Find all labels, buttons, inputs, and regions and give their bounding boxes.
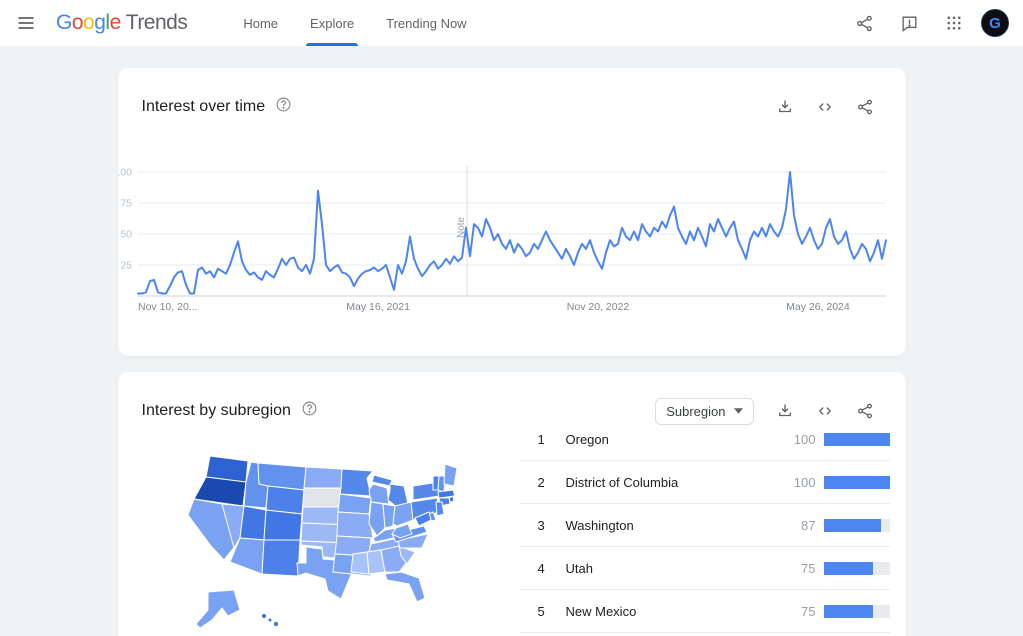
map-state-mo[interactable] xyxy=(335,511,374,539)
map-state-ma[interactable] xyxy=(436,489,456,499)
help-icon[interactable] xyxy=(275,96,292,118)
help-icon[interactable] xyxy=(301,400,318,422)
map-state-wv[interactable] xyxy=(390,523,413,539)
interest-by-subregion-title: Interest by subregion xyxy=(141,402,291,419)
apps-grid-icon[interactable] xyxy=(937,6,971,40)
map-state-hi[interactable] xyxy=(267,617,272,623)
svg-text:May 26, 2024: May 26, 2024 xyxy=(786,301,850,313)
subregion-value: 100 xyxy=(793,474,816,490)
subregion-value: 75 xyxy=(801,603,816,619)
embed-code-icon[interactable] xyxy=(808,90,842,124)
subregion-value: 75 xyxy=(801,560,816,576)
subregion-bar xyxy=(823,561,890,575)
svg-text:75: 75 xyxy=(120,198,132,210)
map-state-sc[interactable] xyxy=(397,545,416,565)
subregion-dropdown[interactable]: Subregion xyxy=(655,397,754,425)
map-state-sd[interactable] xyxy=(301,487,342,508)
subregion-row[interactable]: 3 Washington 87 xyxy=(519,504,890,547)
map-state-hi[interactable] xyxy=(260,612,267,620)
map-state-co[interactable] xyxy=(262,509,303,541)
svg-text:100: 100 xyxy=(118,167,132,179)
map-state-il[interactable] xyxy=(367,501,386,537)
subregion-bar xyxy=(823,475,890,489)
map-state-wy[interactable] xyxy=(264,485,305,515)
subregion-rank: 5 xyxy=(537,603,545,619)
subregion-rank: 1 xyxy=(537,431,545,447)
nav-tab-trending-now[interactable]: Trending Now xyxy=(370,0,482,46)
map-state-me[interactable] xyxy=(442,463,458,487)
top-app-bar: Google Trends Home Explore Trending Now G xyxy=(0,0,1023,46)
download-icon[interactable] xyxy=(768,394,802,428)
share-icon[interactable] xyxy=(848,394,882,428)
map-state-fl[interactable] xyxy=(383,571,426,603)
map-state-nj[interactable] xyxy=(434,501,445,517)
subregion-bar xyxy=(823,604,890,618)
chevron-down-icon xyxy=(733,408,743,414)
nav-tab-explore[interactable]: Explore xyxy=(294,0,370,46)
subregion-name: Oregon xyxy=(565,431,609,447)
map-state-oh[interactable] xyxy=(391,501,414,527)
svg-text:Nov 10, 20...: Nov 10, 20... xyxy=(138,301,198,313)
subregion-rank: 2 xyxy=(537,474,545,490)
svg-text:50: 50 xyxy=(120,229,132,241)
subregion-rank: 4 xyxy=(537,560,545,576)
embed-code-icon[interactable] xyxy=(808,394,842,428)
logo-google-word: Google xyxy=(56,11,121,34)
google-trends-logo[interactable]: Google Trends xyxy=(56,11,188,35)
logo-trends-word: Trends xyxy=(125,11,188,34)
map-state-nc[interactable] xyxy=(396,533,429,549)
svg-text:May 16, 2021: May 16, 2021 xyxy=(346,301,410,313)
svg-text:25: 25 xyxy=(120,260,132,272)
map-state-ms[interactable] xyxy=(349,551,370,575)
subregion-value: 87 xyxy=(801,517,816,533)
subregion-name: Utah xyxy=(565,560,593,576)
map-state-nd[interactable] xyxy=(302,466,343,489)
map-state-md[interactable] xyxy=(413,511,432,527)
map-state-tx[interactable] xyxy=(295,546,352,600)
map-state-wi[interactable] xyxy=(367,483,390,505)
subregion-value: 100 xyxy=(793,431,816,447)
us-choropleth-map[interactable] xyxy=(178,442,468,636)
interest-over-time-title: Interest over time xyxy=(141,98,266,115)
svg-text:Note: Note xyxy=(456,216,467,238)
interest-by-subregion-card: Interest by subregion Subregion xyxy=(117,372,906,636)
map-state-hi[interactable] xyxy=(272,620,279,628)
interest-over-time-chart: 25 50 75 100 Note Nov 10, 20... May 16, 2021 No… xyxy=(118,166,887,313)
subregion-name: New Mexico xyxy=(565,603,637,619)
subregion-dropdown-value: Subregion xyxy=(666,403,726,419)
subregion-row[interactable]: 2 District of Columbia 100 xyxy=(519,461,890,504)
hamburger-menu-icon[interactable] xyxy=(8,5,44,41)
subregion-bar xyxy=(823,432,890,446)
subregion-row[interactable]: 5 New Mexico 75 xyxy=(519,590,890,633)
map-state-ak[interactable] xyxy=(194,589,241,629)
subregion-row[interactable]: 1 Oregon 100 xyxy=(519,418,890,461)
subregion-row[interactable]: 4 Utah 75 xyxy=(519,547,890,590)
main-navigation: Home Explore Trending Now xyxy=(227,0,482,46)
subregion-name: Washington xyxy=(565,517,634,533)
feedback-icon[interactable] xyxy=(892,6,927,41)
map-state-ut[interactable] xyxy=(238,505,267,541)
download-icon[interactable] xyxy=(768,90,802,124)
svg-text:Nov 20, 2022: Nov 20, 2022 xyxy=(566,301,629,313)
subregion-ranking-list: 1 Oregon 100 2 District of Columbia 100 … xyxy=(519,418,890,633)
interest-over-time-card: Interest over time 25 50 75 100 Note Nov 10, … xyxy=(117,68,906,356)
map-state-ia[interactable] xyxy=(336,493,372,515)
subregion-bar xyxy=(823,518,890,532)
subregion-name: District of Columbia xyxy=(565,474,679,490)
nav-tab-home[interactable]: Home xyxy=(227,0,294,46)
map-state-in[interactable] xyxy=(381,503,396,529)
subregion-rank: 3 xyxy=(537,517,545,533)
map-state-mn[interactable] xyxy=(338,468,374,497)
share-icon[interactable] xyxy=(847,6,882,41)
share-icon[interactable] xyxy=(848,90,882,124)
map-state-nm[interactable] xyxy=(260,539,301,577)
account-avatar[interactable]: G xyxy=(981,9,1009,37)
